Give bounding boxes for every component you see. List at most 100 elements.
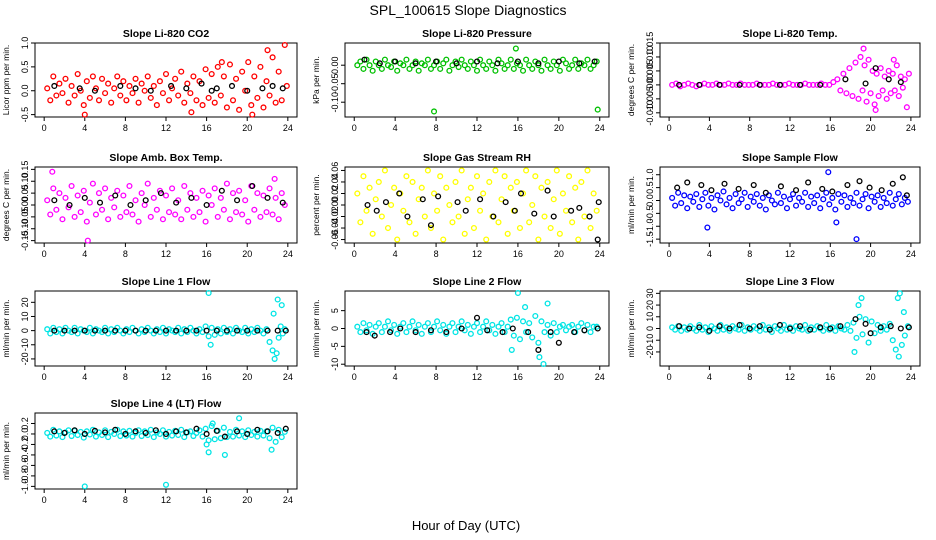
data-point — [893, 62, 900, 69]
data-point-black — [842, 76, 849, 83]
data-point — [102, 324, 109, 331]
data-point — [477, 207, 484, 214]
data-point — [360, 173, 367, 180]
data-point — [108, 99, 115, 106]
data-point — [566, 173, 573, 180]
data-point — [354, 190, 361, 197]
data-point — [837, 87, 844, 94]
data-point — [467, 58, 474, 65]
data-point — [424, 320, 431, 327]
data-point — [102, 427, 109, 434]
data-point — [508, 346, 515, 353]
data-point — [889, 337, 896, 344]
data-point — [394, 236, 401, 243]
y-tick-label: 0 — [20, 328, 30, 333]
data-point — [245, 59, 252, 66]
data-point-black — [142, 327, 149, 334]
data-point — [859, 196, 866, 203]
data-point — [114, 73, 121, 80]
data-point-black — [142, 197, 149, 204]
data-point-black — [188, 194, 195, 201]
data-point — [504, 62, 511, 69]
data-point — [452, 178, 459, 186]
data-point — [74, 70, 81, 78]
data-point — [357, 329, 364, 336]
data-point — [578, 320, 585, 327]
data-point — [80, 102, 87, 109]
data-point — [184, 80, 191, 87]
data-point — [846, 65, 853, 72]
data-point — [898, 341, 905, 348]
data-point — [275, 68, 282, 75]
data-point — [492, 167, 499, 174]
data-point — [56, 80, 63, 87]
data-point — [217, 330, 224, 337]
data-point — [498, 196, 505, 203]
data-point — [384, 224, 392, 232]
data-point — [861, 62, 868, 69]
data-point — [747, 193, 754, 200]
data-point — [203, 441, 210, 448]
data-point — [556, 230, 563, 237]
data-point — [702, 324, 709, 331]
data-point — [44, 326, 51, 333]
data-point — [47, 97, 54, 104]
y-axis-label: ml/min per min. — [1, 422, 11, 480]
data-point — [672, 326, 679, 333]
data-point — [47, 330, 54, 337]
data-point — [369, 67, 376, 74]
data-point — [777, 327, 784, 334]
plot-frame — [34, 166, 298, 244]
data-point — [559, 190, 566, 197]
data-point — [519, 190, 527, 197]
data-point — [205, 449, 212, 456]
data-point — [838, 198, 845, 205]
data-point — [226, 326, 234, 333]
x-tick-label: 20 — [554, 372, 564, 382]
data-point — [464, 196, 471, 203]
panel-title: Slope Amb. Box Temp. — [109, 152, 222, 164]
data-point — [877, 65, 884, 72]
data-point — [144, 180, 151, 187]
data-point — [844, 203, 851, 210]
data-point — [278, 302, 285, 309]
data-point-black — [254, 426, 261, 433]
data-point — [375, 320, 382, 327]
data-point — [391, 321, 398, 328]
data-point — [68, 328, 75, 336]
data-point — [236, 106, 243, 113]
x-tick-label: 16 — [202, 495, 212, 505]
panel-title: Slope Line 1 Flow — [122, 276, 212, 288]
data-point — [220, 424, 227, 431]
x-tick-label: 12 — [161, 249, 171, 259]
data-point — [378, 65, 385, 72]
data-point-black — [132, 327, 139, 334]
data-point-black — [819, 185, 826, 192]
data-point — [50, 73, 57, 80]
x-tick-label: 20 — [866, 123, 876, 133]
data-point — [424, 56, 431, 63]
data-point — [394, 67, 401, 74]
data-point-black — [887, 323, 894, 330]
data-point — [111, 204, 118, 211]
data-point — [269, 347, 276, 354]
data-point — [242, 87, 249, 94]
data-point — [71, 213, 78, 220]
data-point — [126, 182, 133, 190]
x-tick-label: 4 — [82, 495, 87, 505]
data-point-black — [364, 201, 371, 209]
data-point — [477, 329, 484, 336]
data-point — [44, 197, 51, 204]
data-point — [507, 316, 514, 323]
data-point — [526, 62, 533, 69]
data-point — [172, 75, 179, 82]
data-point — [440, 321, 447, 328]
data-point — [823, 189, 830, 196]
y-tick-label: 0.005 — [645, 60, 655, 83]
data-point — [354, 323, 361, 330]
data-point — [729, 81, 736, 88]
x-tick-label: 16 — [202, 249, 212, 259]
data-point — [369, 230, 376, 237]
data-point-black — [234, 197, 241, 204]
